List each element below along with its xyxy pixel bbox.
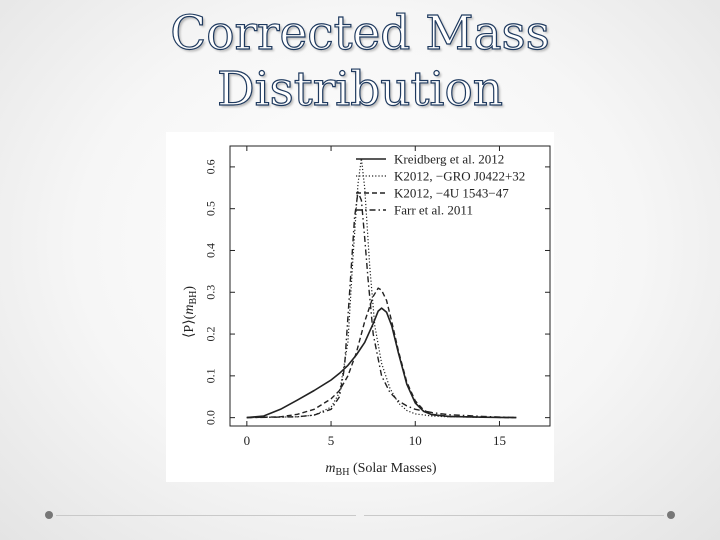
y-tick-label: 0.3 xyxy=(204,285,218,300)
y-axis-label: ⟨P⟩(mBH) xyxy=(182,286,199,338)
y-tick-label: 0.4 xyxy=(204,243,218,258)
plot-frame xyxy=(229,145,551,427)
legend-label: Kreidberg et al. 2012 xyxy=(394,152,504,167)
left-bullet-line xyxy=(56,515,356,516)
y-tick-label: 0.0 xyxy=(204,410,218,425)
ticks-layer: 0 5 10 15 0.0 0.1 0.2 0.3 0.4 0.5 0.6 xyxy=(204,146,550,448)
y-axis-label-suffix: ) xyxy=(182,286,197,291)
legend: Kreidberg et al. 2012 K2012, −GRO J0422+3… xyxy=(356,152,525,218)
mass-distribution-chart: 0 5 10 15 0.0 0.1 0.2 0.3 0.4 0.5 0.6 Kreidberg et… xyxy=(182,145,551,478)
x-tick-label: 10 xyxy=(409,433,422,448)
y-tick-label: 0.2 xyxy=(204,327,218,342)
y-axis-label-prefix: ⟨P⟩( xyxy=(182,314,197,338)
x-tick-label: 5 xyxy=(328,433,335,448)
x-axis-label-rest: (Solar Masses) xyxy=(349,461,436,476)
mass-distribution-figure: 0 5 10 15 0.0 0.1 0.2 0.3 0.4 0.5 0.6 Kreidberg et… xyxy=(166,132,554,482)
slide-title-line2: Distribution xyxy=(216,61,504,117)
left-bullet-dot xyxy=(45,511,53,519)
series-layer xyxy=(246,157,517,419)
right-bullet-line xyxy=(364,515,664,516)
plot-border xyxy=(229,145,551,427)
y-axis-label-sub: BH xyxy=(188,291,199,305)
legend-label: K2012, −GRO J0422+32 xyxy=(394,169,525,184)
x-axis-label-sub: BH xyxy=(336,467,350,478)
legend-label: Farr et al. 2011 xyxy=(394,203,473,218)
legend-label: K2012, −4U 1543−47 xyxy=(394,186,509,201)
y-tick-label: 0.5 xyxy=(204,201,218,216)
series-line-dashdot xyxy=(246,191,517,419)
x-axis-label: mBH (Solar Masses) xyxy=(325,461,436,478)
y-axis-label-main: m xyxy=(182,305,197,315)
slide-title: Corrected Mass Distribution xyxy=(0,5,720,118)
y-tick-label: 0.1 xyxy=(204,368,218,383)
y-tick-label: 0.6 xyxy=(204,159,218,174)
x-tick-label: 0 xyxy=(244,433,251,448)
x-axis-label-main: m xyxy=(325,461,335,476)
series-line-solid xyxy=(246,307,517,419)
slide-title-line1: Corrected Mass xyxy=(170,5,551,61)
x-tick-label: 15 xyxy=(493,433,506,448)
right-bullet-dot xyxy=(667,511,675,519)
